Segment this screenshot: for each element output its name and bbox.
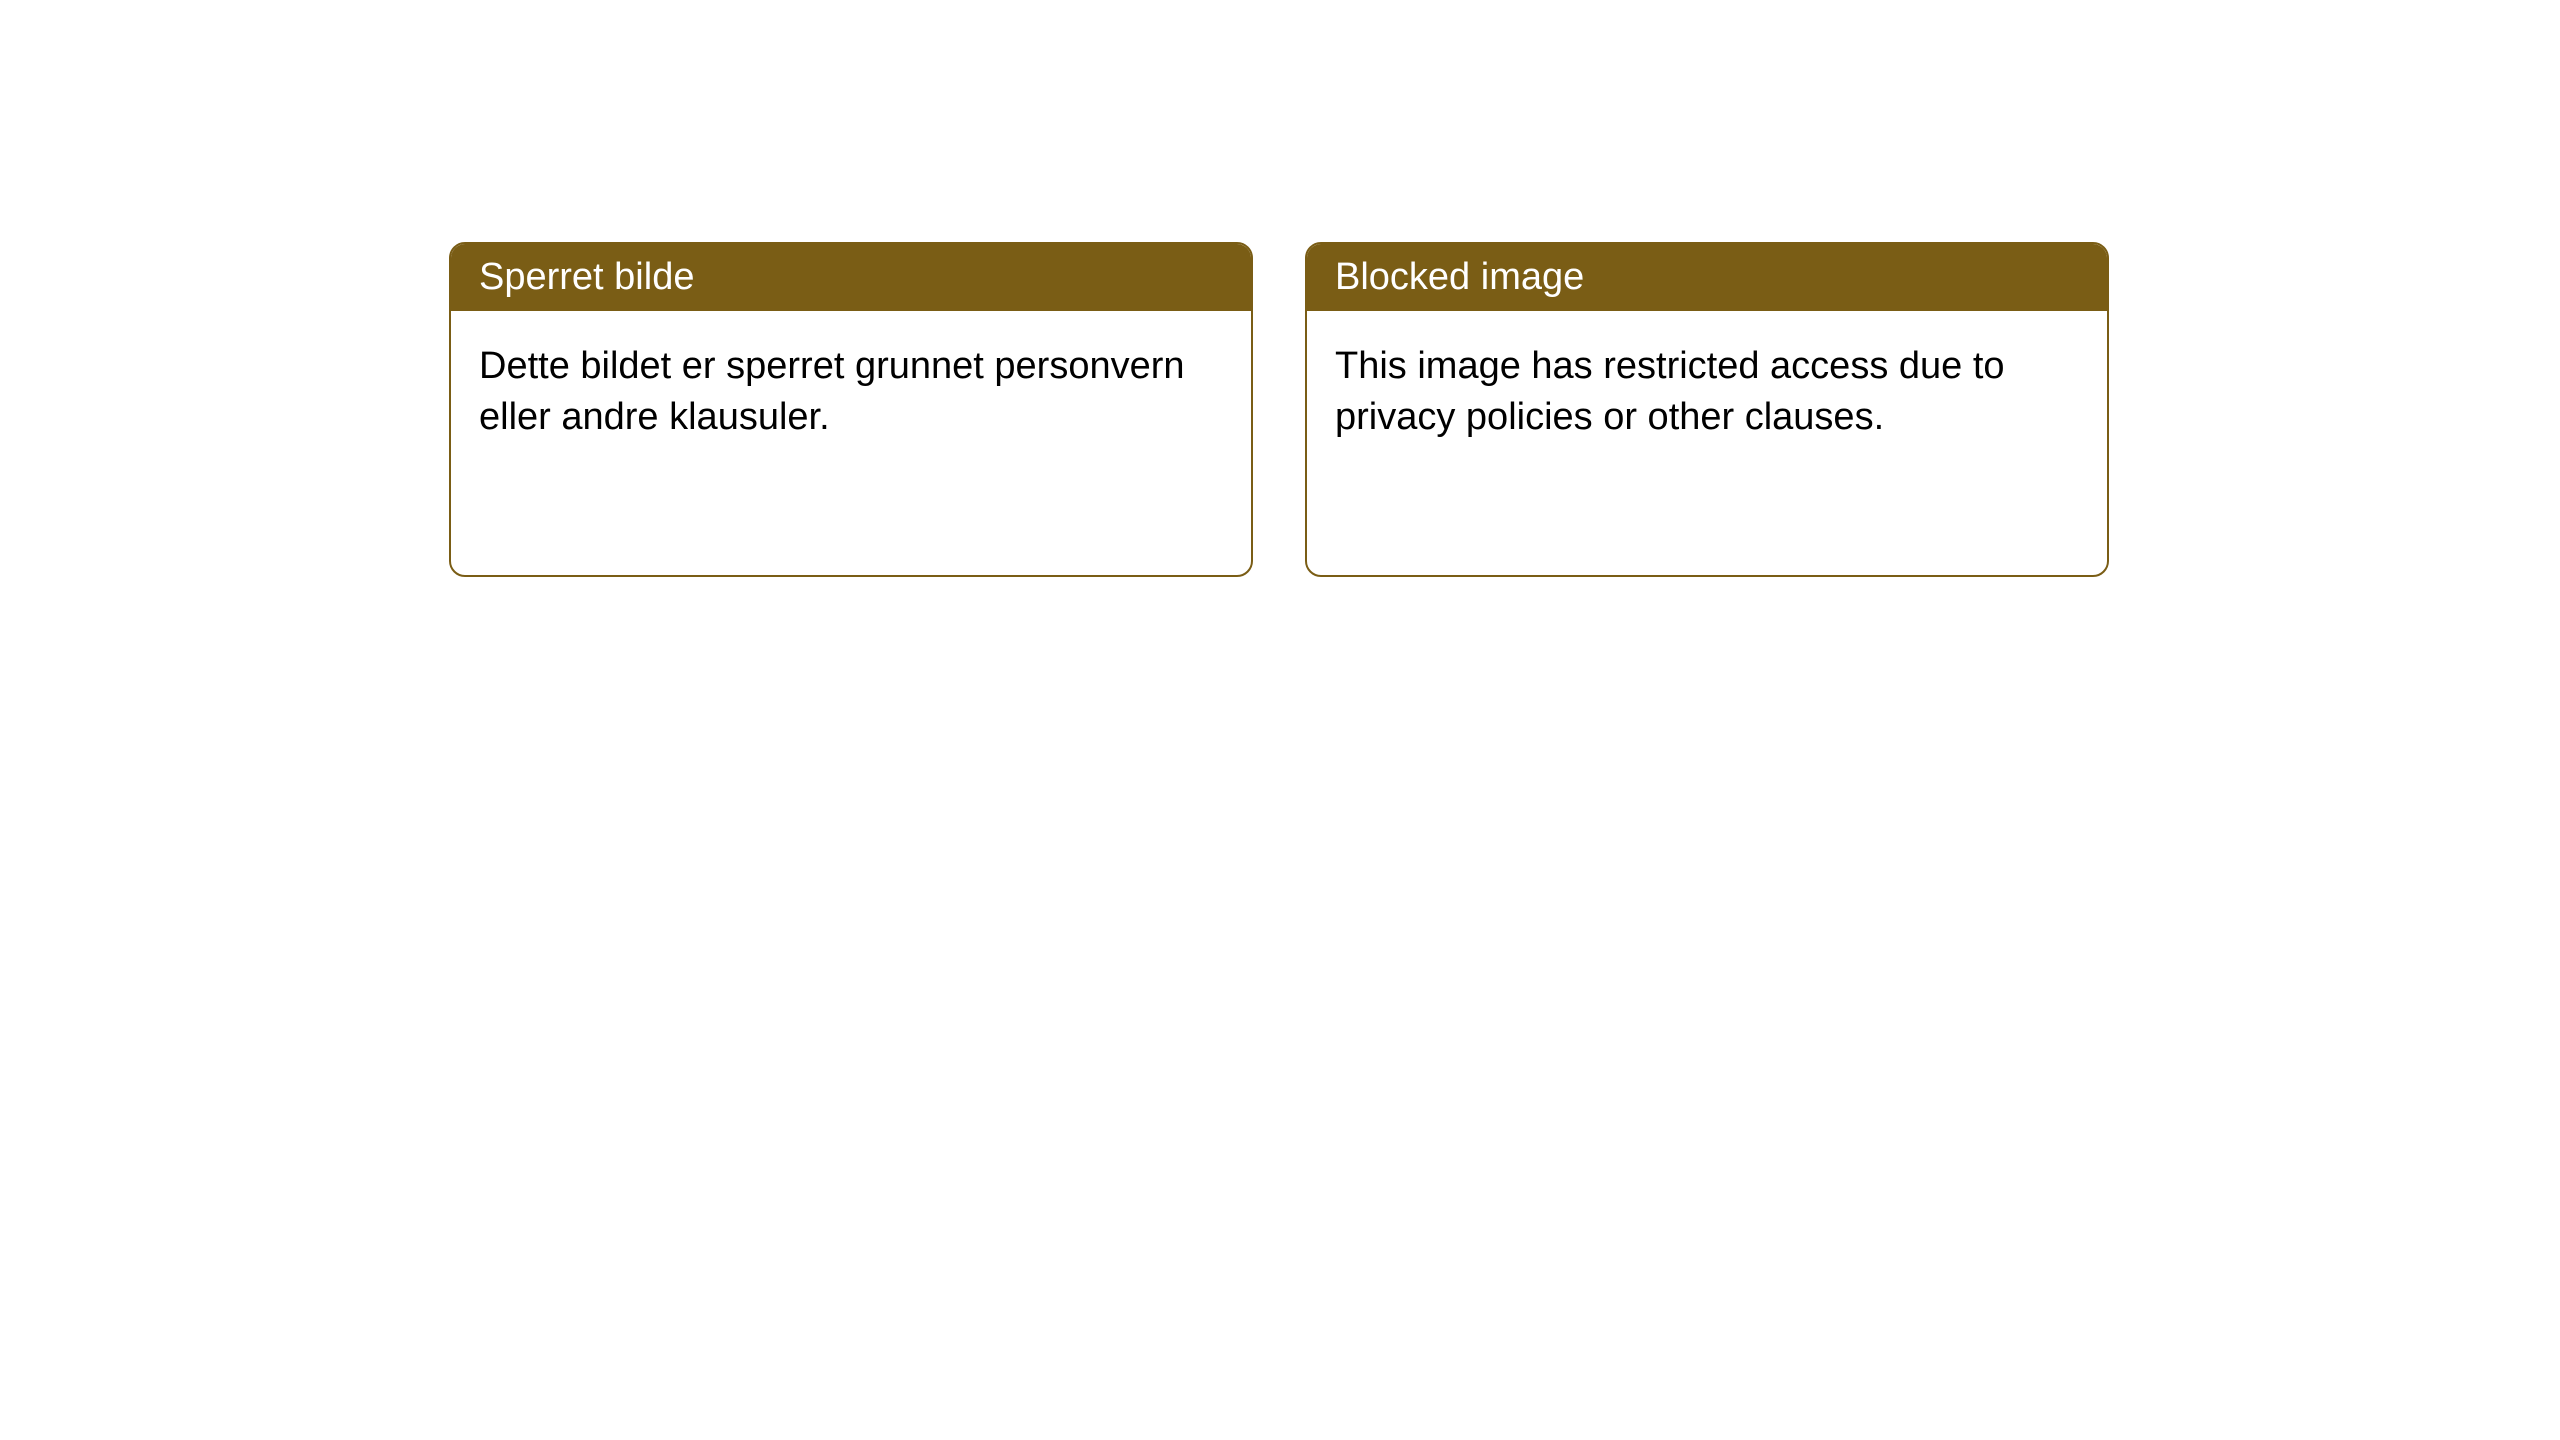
notice-card-english: Blocked image This image has restricted … — [1305, 242, 2109, 577]
notice-body-english: This image has restricted access due to … — [1307, 311, 2107, 474]
notice-title-english: Blocked image — [1335, 256, 1584, 298]
notice-body-norwegian: Dette bildet er sperret grunnet personve… — [451, 311, 1251, 474]
notice-text-english: This image has restricted access due to … — [1335, 345, 2005, 438]
notice-header-norwegian: Sperret bilde — [451, 244, 1251, 311]
notice-container: Sperret bilde Dette bildet er sperret gr… — [449, 242, 2109, 577]
notice-title-norwegian: Sperret bilde — [479, 256, 694, 298]
notice-text-norwegian: Dette bildet er sperret grunnet personve… — [479, 345, 1185, 438]
notice-card-norwegian: Sperret bilde Dette bildet er sperret gr… — [449, 242, 1253, 577]
notice-header-english: Blocked image — [1307, 244, 2107, 311]
